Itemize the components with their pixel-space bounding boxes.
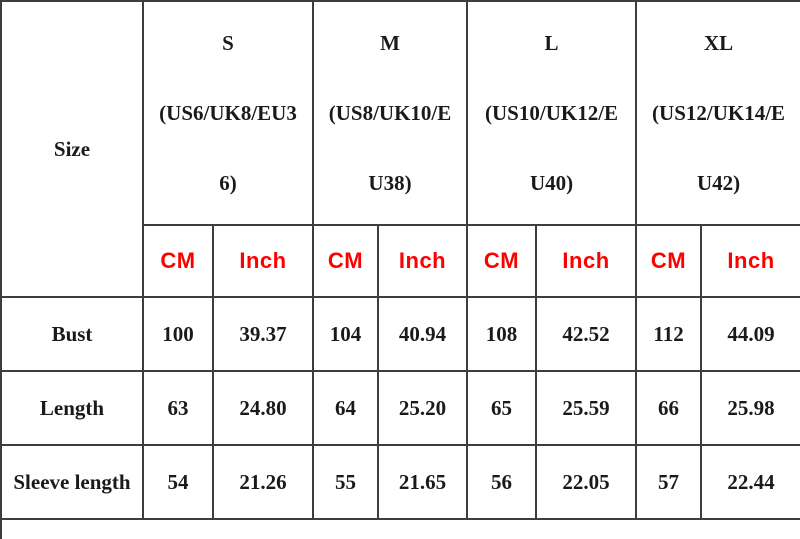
size-region-l-line1: (US10/UK12/E [485, 101, 619, 125]
cell-bust-s-inch: 39.37 [212, 296, 314, 372]
cell-bust-m-cm: 104 [312, 296, 379, 372]
cell-bust-m-inch: 40.94 [376, 296, 469, 372]
size-region-s-line2: 6) [219, 171, 237, 195]
unit-header-inch-s: Inch [212, 224, 314, 298]
size-name-xl: XL [703, 31, 734, 55]
row-label-length: Length [0, 370, 144, 446]
size-region-m-line1: (US8/UK10/E [328, 101, 452, 125]
cell-bust-s-cm: 100 [142, 296, 214, 372]
cell-bust-l-inch: 42.52 [535, 296, 638, 372]
cutoff-bottom-row [0, 518, 800, 539]
cell-length-l-inch: 25.59 [535, 370, 638, 446]
cell-sleeve-s-inch: 21.26 [212, 444, 314, 520]
cell-length-l-cm: 65 [466, 370, 538, 446]
size-region-xl-line1: (US12/UK14/E [652, 101, 786, 125]
size-name-s: S [222, 31, 234, 55]
cell-length-s-cm: 63 [142, 370, 214, 446]
cell-bust-l-cm: 108 [466, 296, 538, 372]
row-label-sleeve-length: Sleeve length [0, 444, 144, 520]
unit-header-cm-s: CM [142, 224, 214, 298]
cell-sleeve-xl-inch: 22.44 [700, 444, 800, 520]
size-header-l: L (US10/UK12/E U40) [466, 0, 638, 226]
cell-sleeve-l-cm: 56 [466, 444, 538, 520]
cell-sleeve-s-cm: 54 [142, 444, 214, 520]
table-row-sleeve-length: Sleeve length 54 21.26 55 21.65 56 22.05… [0, 444, 800, 520]
unit-header-cm-m: CM [312, 224, 379, 298]
size-corner-header: Size [0, 0, 144, 298]
size-header-s: S (US6/UK8/EU3 6) [142, 0, 314, 226]
size-name-l: L [544, 31, 559, 55]
unit-header-cm-xl: CM [635, 224, 703, 298]
cell-sleeve-xl-cm: 57 [635, 444, 703, 520]
unit-header-inch-xl: Inch [700, 224, 800, 298]
cell-sleeve-m-cm: 55 [312, 444, 379, 520]
cell-bust-xl-inch: 44.09 [700, 296, 800, 372]
unit-header-inch-m: Inch [376, 224, 469, 298]
size-name-m: M [380, 31, 400, 55]
unit-header-row: CM Inch CM Inch CM Inch CM Inch [1, 224, 800, 298]
table-row-bust: Bust 100 39.37 104 40.94 108 42.52 112 4… [0, 296, 800, 372]
cell-length-xl-cm: 66 [635, 370, 703, 446]
size-header-m: M (US8/UK10/E U38) [311, 0, 469, 226]
size-header-row: Size S (US6/UK8/EU3 6) M (US8/UK10/E U38… [0, 0, 800, 298]
unit-header-cm-l: CM [466, 224, 538, 298]
cell-bust-xl-cm: 112 [635, 296, 703, 372]
size-region-m-line2: U38) [368, 171, 412, 195]
cell-length-xl-inch: 25.98 [700, 370, 800, 446]
unit-header-inch-l: Inch [535, 224, 638, 298]
cutoff-bottom-cell [0, 518, 800, 539]
row-label-bust: Bust [0, 296, 144, 372]
cell-sleeve-l-inch: 22.05 [535, 444, 638, 520]
cell-length-m-inch: 25.20 [376, 370, 469, 446]
cell-sleeve-m-inch: 21.65 [376, 444, 469, 520]
size-region-s-line1: (US6/UK8/EU3 [159, 101, 297, 125]
size-region-l-line2: U40) [529, 171, 574, 195]
cell-length-s-inch: 24.80 [212, 370, 314, 446]
table-row-length: Length 63 24.80 64 25.20 65 25.59 66 25.… [0, 370, 800, 446]
size-region-xl-line2: U42) [696, 171, 741, 195]
size-header-xl: XL (US12/UK14/E U42) [635, 0, 800, 226]
cell-length-m-cm: 64 [312, 370, 379, 446]
